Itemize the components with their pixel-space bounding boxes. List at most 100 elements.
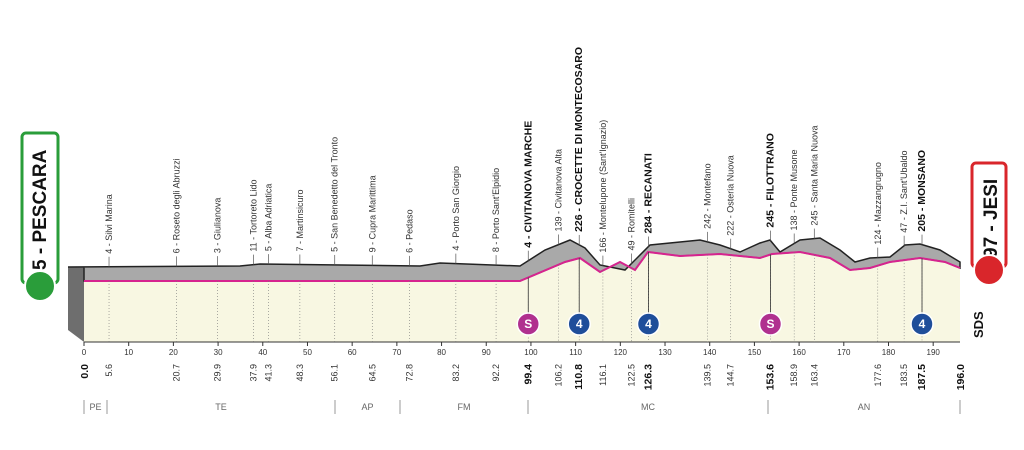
km-tick-label: 0 [82, 348, 87, 357]
start-icon [24, 270, 56, 302]
waypoint-km: 122.5 [627, 364, 637, 387]
waypoint-km: 83.2 [451, 364, 461, 382]
km-tick-label: 110 [569, 348, 582, 357]
waypoint-km: 29.9 [213, 364, 223, 382]
km-tick-label: 50 [303, 348, 312, 357]
profile-ground [84, 252, 960, 342]
region-label: FM [458, 402, 471, 412]
waypoint-label: 5 - San Benedetto del Tronto [330, 137, 340, 252]
waypoint-km: 106.2 [554, 364, 564, 387]
waypoint-label: 4 - Porto San Giorgio [451, 166, 461, 251]
km-tick-label: 120 [614, 348, 628, 357]
waypoint-km: 72.8 [404, 364, 414, 382]
waypoint-km: 153.6 [764, 364, 776, 390]
marker [516, 312, 541, 336]
start-label: 5 - PESCARA [30, 149, 51, 270]
waypoint-km: 92.2 [491, 364, 501, 382]
waypoint-label: 222 - Osteria Nuova [726, 155, 736, 236]
finish-icon [973, 254, 1005, 286]
km-tick-label: 20 [169, 348, 178, 357]
waypoint-label: 9 - Cupra Marittima [367, 175, 377, 252]
logo: SDS [971, 311, 986, 338]
marker-label: S [524, 317, 532, 331]
region-label: PE [89, 402, 101, 412]
km-tick-label: 150 [748, 348, 762, 357]
waypoint-km: 183.5 [899, 364, 909, 387]
marker [567, 312, 591, 336]
km-tick-label: 100 [524, 348, 538, 357]
waypoint-label: 226 - CROCETTE DI MONTECOSARO [573, 47, 585, 232]
marker-label: S [766, 317, 774, 331]
waypoint-km: 116.1 [598, 364, 608, 386]
km-tick-label: 140 [703, 348, 717, 357]
waypoint-label: 4 - CIVITANOVA MARCHE [522, 121, 534, 248]
profile-side [68, 267, 84, 342]
waypoint-km: 99.4 [522, 364, 534, 385]
km-label: 0.0 [79, 364, 91, 379]
waypoint-km: 139.5 [702, 364, 712, 387]
km-tick-label: 160 [792, 348, 806, 357]
marker [910, 312, 934, 336]
waypoint-label: 6 - Roseto degli Abruzzi [172, 158, 182, 253]
waypoint-label: 11 - Tortoreto Lido [248, 179, 258, 251]
labels: 0 10 20 30 40 50 60 70 80 90 100 110 120 130 140 150 160… [79, 47, 967, 414]
waypoint-label: 284 - RECANATI [642, 153, 654, 233]
marker [636, 312, 661, 336]
marker-label: 4 [645, 317, 652, 331]
waypoint-label: 205 - MONSANO [916, 150, 928, 232]
waypoint-km: 126.3 [642, 364, 654, 390]
marker [758, 312, 783, 336]
waypoint-km: 163.4 [809, 364, 819, 387]
region-label: MC [641, 402, 655, 412]
waypoint-km: 187.5 [916, 364, 928, 390]
waypoint-label: 4 - Silvi Marina [104, 194, 114, 254]
km-tick-label: 180 [882, 348, 896, 357]
waypoint-label: 245 - Santa Maria Nuova [809, 126, 819, 226]
km-tick-label: 60 [348, 348, 357, 357]
waypoint-label: 245 - FILOTTRANO [764, 133, 776, 228]
km-tick-label: 190 [927, 348, 941, 357]
region-label: TE [215, 402, 227, 412]
waypoint-km: 177.6 [873, 364, 883, 387]
waypoint-km: 144.7 [726, 364, 736, 387]
waypoint-label: 8 - Porto Sant'Elpidio [491, 168, 501, 252]
waypoint-km: 41.3 [264, 364, 274, 382]
km-tick-label: 30 [214, 348, 223, 357]
waypoint-km: 56.1 [330, 364, 340, 382]
waypoint-km: 20.7 [172, 364, 182, 382]
waypoint-km: 48.3 [295, 364, 305, 382]
km-tick-label: 80 [437, 348, 446, 357]
waypoint-label: 166 - Montelupone (Sant'Ignazio) [598, 120, 608, 253]
profile [67, 237, 961, 343]
region-label: AN [858, 402, 871, 412]
marker-label: 4 [919, 317, 926, 331]
km-tick-label: 170 [837, 348, 851, 357]
waypoint-km: 5.6 [104, 364, 114, 377]
waypoint-km: 110.8 [573, 364, 585, 390]
km-label: 196.0 [955, 364, 967, 390]
waypoint-label: 138 - Ponte Musone [789, 149, 799, 230]
km-tick-label: 10 [124, 348, 133, 357]
region-label: AP [361, 402, 373, 412]
road-line [84, 250, 961, 282]
waypoint-label: 3 - Giulianova [213, 198, 223, 254]
km-tick-label: 70 [392, 348, 401, 357]
finish-label: 97 - JESI [981, 179, 1002, 258]
finish-box: 97 - JESI [970, 161, 1008, 286]
waypoint-label: 47 - Z.I. Sant'Ubaldo [899, 150, 909, 232]
waypoint-label: 49 - Romitelli [627, 198, 637, 251]
waypoint-label: 242 - Montefano [702, 163, 712, 229]
km-tick-label: 130 [658, 348, 672, 357]
km-tick-label: 90 [482, 348, 491, 357]
waypoint-km: 37.9 [248, 364, 258, 382]
start-box: 5 - PESCARA [20, 131, 60, 302]
waypoint-label: 139 - Civitanova Alta [554, 149, 564, 232]
waypoint-label: 7 - Martinsicuro [295, 189, 305, 251]
km-tick-label: 40 [258, 348, 267, 357]
waypoint-label: 6 - Pedaso [404, 209, 414, 253]
waypoint-label: 5 - Alba Adriatica [264, 184, 274, 252]
marker-label: 4 [576, 317, 583, 331]
waypoint-km: 64.5 [367, 364, 377, 382]
waypoint-km: 158.9 [789, 364, 799, 387]
